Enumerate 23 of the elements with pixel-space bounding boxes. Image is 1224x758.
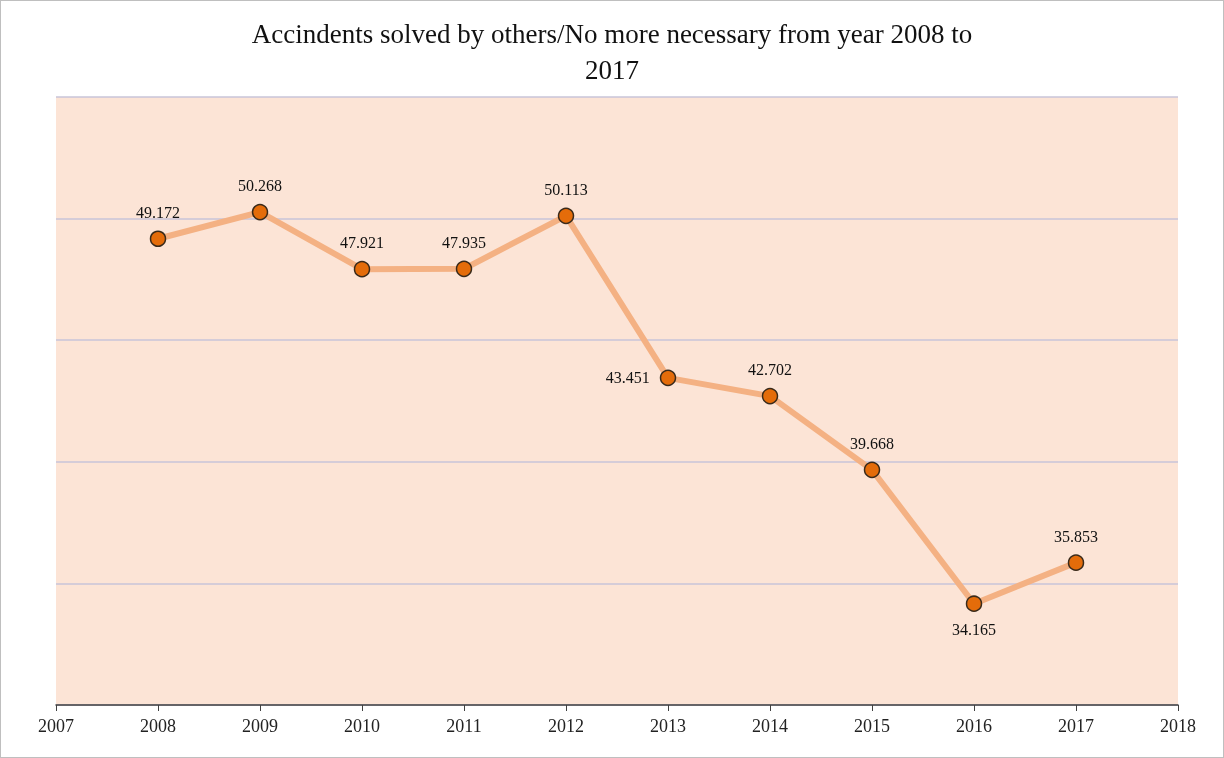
- data-label: 47.935: [442, 234, 486, 252]
- x-tick-label: 2007: [38, 716, 74, 736]
- x-tick-label: 2014: [752, 716, 788, 736]
- x-tick-label: 2017: [1058, 716, 1094, 736]
- data-label: 50.268: [238, 177, 282, 195]
- data-label: 49.172: [136, 203, 180, 221]
- data-label: 35.853: [1054, 527, 1098, 545]
- x-tick-label: 2011: [446, 716, 482, 736]
- x-tick-label: 2009: [242, 716, 278, 736]
- data-label: 43.451: [605, 369, 650, 387]
- x-tick-label: 2010: [344, 716, 380, 736]
- data-label: 34.165: [952, 621, 996, 639]
- x-tick-label: 2012: [548, 716, 584, 736]
- data-label: 50.113: [544, 181, 588, 199]
- x-tick-label: 2016: [956, 716, 992, 736]
- x-tick-label: 2013: [650, 716, 686, 736]
- data-label: 47.921: [340, 234, 384, 252]
- x-tick-label: 2015: [854, 716, 890, 736]
- data-label: 39.668: [850, 435, 894, 453]
- chart-title: Accindents solved by others/No more necessary from year 2008 to 2017: [250, 18, 974, 87]
- x-tick-label: 2008: [140, 716, 176, 736]
- x-tick-label: 2018: [1160, 716, 1196, 736]
- data-label: 42.702: [748, 361, 792, 379]
